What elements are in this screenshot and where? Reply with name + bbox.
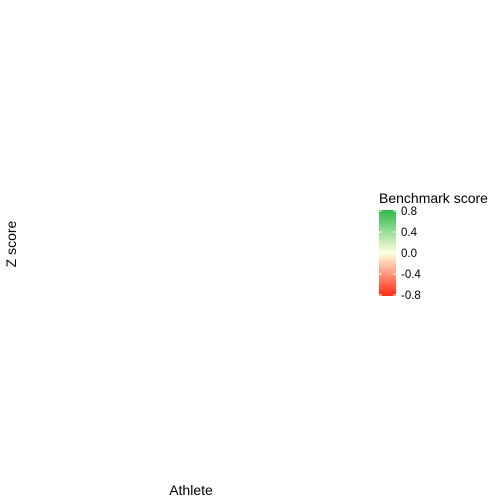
colorbar-tick-label: -0.8: [401, 290, 421, 302]
legend-title: Benchmark score: [379, 190, 488, 206]
x-axis-title: Athlete: [169, 482, 213, 498]
colorbar-tick-label: 0.4: [401, 227, 418, 239]
colorbar-ticks: 0.8 0.4 0.0 -0.4 -0.8: [379, 206, 421, 302]
colorbar: [379, 210, 396, 296]
y-axis-title: Z score: [3, 220, 19, 267]
plot-background: [22, 5, 370, 475]
legend: Benchmark score 0.8 0.4 0.0 -0.4 -0.8: [379, 190, 488, 302]
colorbar-tick-label: -0.4: [401, 269, 421, 281]
colorbar-tick-label: 0.8: [401, 206, 417, 218]
plot-panel: [22, 5, 370, 475]
colorbar-tick-label: 0.0: [401, 248, 417, 260]
